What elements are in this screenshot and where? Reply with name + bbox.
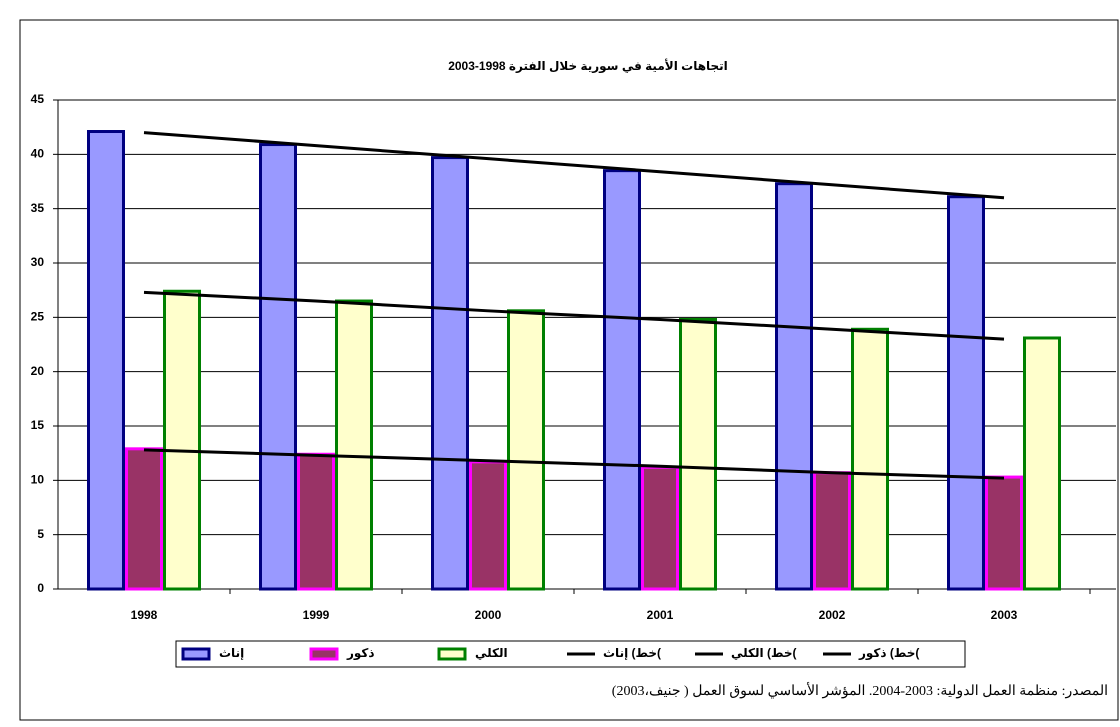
bar bbox=[507, 309, 545, 591]
bar bbox=[813, 471, 851, 591]
bar bbox=[641, 465, 679, 591]
trend-line bbox=[143, 290, 1005, 341]
bar bbox=[603, 169, 641, 591]
legend-label: الكلي bbox=[475, 646, 508, 660]
trend-line bbox=[143, 448, 1005, 480]
bar bbox=[431, 156, 469, 591]
legend-swatch bbox=[437, 647, 467, 661]
bar bbox=[335, 299, 373, 591]
bar bbox=[87, 130, 125, 591]
y-tick-label: 20 bbox=[31, 364, 45, 378]
legend-label: ذكور bbox=[346, 646, 375, 661]
trend-line bbox=[143, 131, 1005, 200]
y-tick-label: 5 bbox=[37, 527, 44, 541]
bar bbox=[297, 452, 335, 591]
bar bbox=[125, 447, 163, 591]
legend-swatch bbox=[181, 647, 211, 661]
legend-label: خط) إناث( bbox=[603, 646, 661, 660]
bar bbox=[947, 195, 985, 591]
bar bbox=[679, 318, 717, 591]
legend-label: خط) ذكور( bbox=[858, 646, 919, 661]
x-tick-label: 2002 bbox=[819, 608, 846, 622]
y-tick-label: 45 bbox=[31, 92, 45, 106]
chart-frame bbox=[19, 19, 1119, 721]
bar bbox=[469, 460, 507, 591]
source-note: المصدر: منظمة العمل الدولية: 2003-2004. … bbox=[612, 681, 1108, 699]
legend-label: إناث bbox=[219, 646, 244, 660]
bar bbox=[163, 289, 201, 591]
bar bbox=[1023, 336, 1061, 591]
y-tick-label: 15 bbox=[31, 418, 45, 432]
x-tick-label: 2000 bbox=[475, 608, 502, 622]
bar bbox=[851, 327, 889, 591]
bar bbox=[259, 143, 297, 591]
x-tick-label: 1998 bbox=[131, 608, 158, 622]
bar bbox=[775, 182, 813, 591]
y-tick-label: 30 bbox=[31, 255, 45, 269]
legend-label: خط) الكلي( bbox=[731, 646, 796, 660]
y-tick-label: 25 bbox=[31, 310, 45, 324]
y-tick-label: 0 bbox=[37, 581, 44, 595]
y-tick-label: 40 bbox=[31, 147, 45, 161]
y-tick-label: 35 bbox=[31, 201, 45, 215]
bar bbox=[985, 475, 1023, 591]
legend-swatch bbox=[309, 647, 339, 661]
y-tick-label: 10 bbox=[31, 473, 45, 487]
chart-title: اتجاهات الأمية في سورية خلال الفترة 1998… bbox=[448, 58, 728, 74]
x-tick-label: 1999 bbox=[303, 608, 330, 622]
x-tick-label: 2001 bbox=[647, 608, 674, 622]
x-tick-label: 2003 bbox=[991, 608, 1018, 622]
